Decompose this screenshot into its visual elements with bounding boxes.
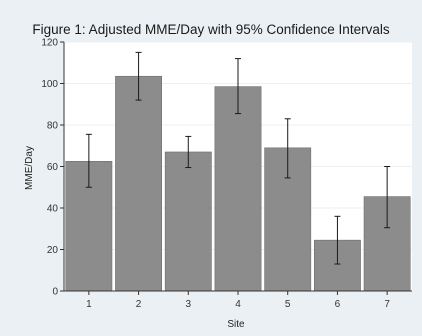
x-tick-label: 1 <box>86 299 92 310</box>
x-tick-label: 7 <box>384 299 390 310</box>
y-ticks: 0 20 40 60 80 100 120 <box>41 38 64 298</box>
y-axis-label: MME/Day <box>24 146 35 190</box>
bar <box>164 151 212 292</box>
y-tick-label: 60 <box>47 162 59 173</box>
x-tick-label: 4 <box>235 299 241 310</box>
x-tick-label: 6 <box>335 299 341 310</box>
chart-title: Figure 1: Adjusted MME/Day with 95% Conf… <box>32 22 389 37</box>
y-tick-label: 100 <box>41 79 58 90</box>
x-tick-label: 5 <box>285 299 291 310</box>
y-tick-label: 80 <box>47 121 59 132</box>
x-axis-label: Site <box>227 319 245 330</box>
error-bars <box>85 51 391 265</box>
y-tick-label: 20 <box>47 245 59 256</box>
y-tick-label: 120 <box>41 38 58 49</box>
y-tick-label: 40 <box>47 204 59 215</box>
bar <box>115 75 162 292</box>
bar <box>214 86 262 292</box>
x-tick-label: 2 <box>136 299 142 310</box>
x-tick-label: 3 <box>186 299 192 310</box>
x-ticks: 1 2 3 4 5 6 7 <box>86 291 390 310</box>
y-tick-label: 0 <box>52 287 58 298</box>
